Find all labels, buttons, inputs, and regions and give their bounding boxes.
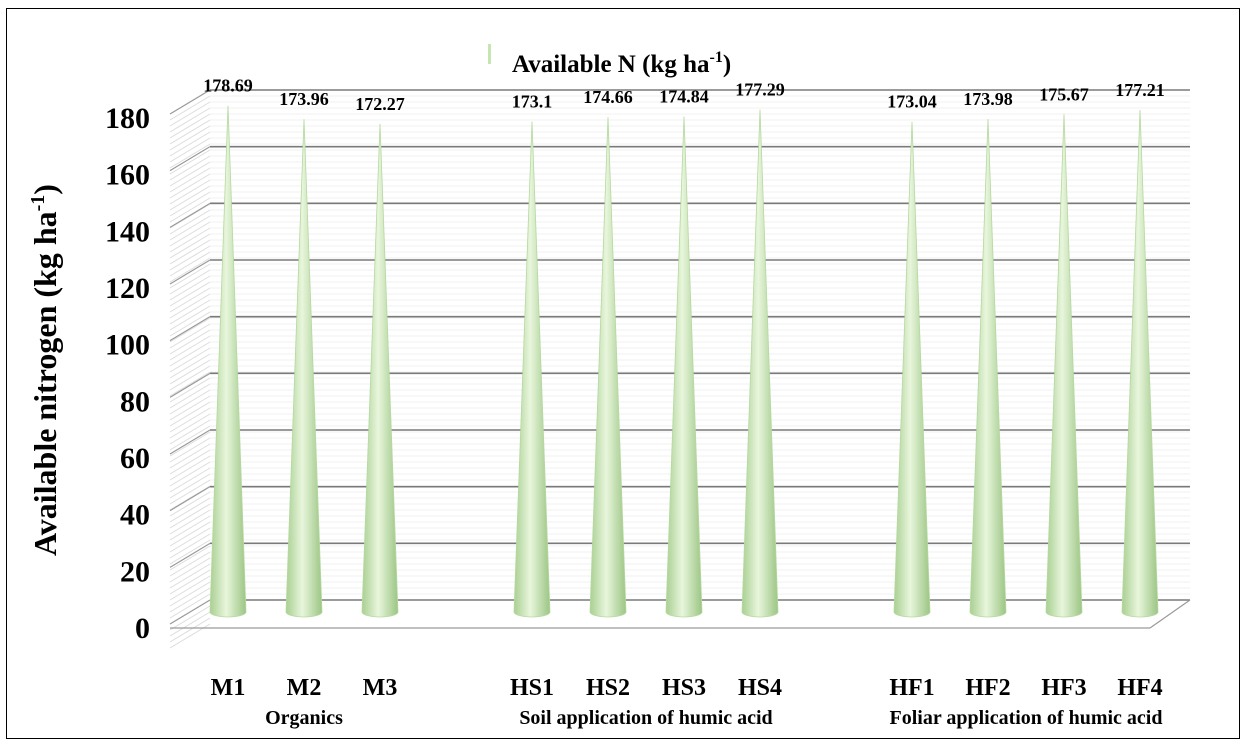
data-label-HS2: 174.66 [583,87,633,107]
x-tick-label-HS3: HS3 [662,675,706,701]
y-tick-label: 100 [105,329,150,362]
y-tick-label: 60 [120,442,150,475]
x-tick-label-HF3: HF3 [1041,675,1086,701]
y-tick-label: 20 [120,555,150,588]
data-label-HS4: 177.29 [735,80,785,100]
bar-HF1 [893,121,931,618]
legend-swatch [488,44,491,64]
gridline-depth [169,316,211,342]
bar-HS2 [589,117,627,618]
bar-HS1 [513,121,551,618]
gridline-depth [169,89,211,115]
y-tick-label: 120 [105,272,150,305]
data-label-HF3: 175.67 [1039,84,1089,104]
bar-M3 [361,123,399,618]
group-label-2: Soil application of humic acid [519,707,772,729]
bar-HF4 [1121,109,1159,618]
data-label-M2: 173.96 [279,89,329,109]
gridline-depth [169,486,211,512]
data-labels: 178.69 173.96 172.27 173.1 174.66 174.84 177.2… [203,76,1165,114]
data-label-HF4: 177.21 [1115,80,1165,100]
y-tick-label: 40 [120,499,150,532]
gridline-depth [169,259,211,285]
x-tick-label-M1: M1 [211,675,246,701]
bar-HS4 [741,109,779,618]
y-tick-label: 0 [135,612,150,645]
x-tick-label-M2: M2 [287,675,322,701]
y-axis-ticks: 0 20 40 60 80 100 120 140 160 180 [105,102,150,645]
data-label-HS1: 173.1 [512,92,553,112]
bar-M1 [209,105,247,618]
y-tick-label: 180 [105,102,150,135]
y-tick-label: 160 [105,159,150,192]
group-label-1: Organics [265,707,343,729]
bar-HS3 [665,116,703,618]
data-label-M1: 178.69 [203,76,253,96]
x-tick-label-HS2: HS2 [586,675,630,701]
gridline-depth [169,372,211,398]
gridline-depth [169,429,211,455]
y-tick-label: 80 [120,385,150,418]
x-tick-label-HF4: HF4 [1117,675,1162,701]
bar-HF2 [969,119,1007,618]
group-label-3: Foliar application of humic acid [890,707,1163,729]
x-tick-label-HF2: HF2 [965,675,1010,701]
x-tick-label-HS1: HS1 [510,675,554,701]
gridline-depth [169,146,211,172]
data-label-HF1: 173.04 [887,92,937,112]
data-label-M3: 172.27 [355,94,405,114]
gridline-depth [169,542,211,568]
x-tick-label-HF1: HF1 [889,675,934,701]
bars [209,105,1159,618]
gridline-depth [169,202,211,228]
data-label-HF2: 173.98 [963,89,1013,109]
x-axis-ticks: M1 M2 M3 HS1 HS2 HS3 HS4 HF1 HF2 HF3 HF4 [211,675,1163,701]
x-tick-label-HS4: HS4 [738,675,782,701]
chart-title: Available N (kg ha-1) [512,49,731,78]
floor-edge [1149,599,1191,629]
group-labels: Organics Soil application of humic acid Fo… [265,707,1162,729]
bar-HF3 [1045,114,1083,618]
bar-M2 [285,119,323,618]
gridline-depth [169,599,211,625]
y-tick-label: 140 [105,215,150,248]
y-axis-label: Available nitrogen (kg ha-1) [27,184,63,556]
data-label-HS3: 174.84 [659,87,709,107]
x-tick-label-M3: M3 [363,675,398,701]
